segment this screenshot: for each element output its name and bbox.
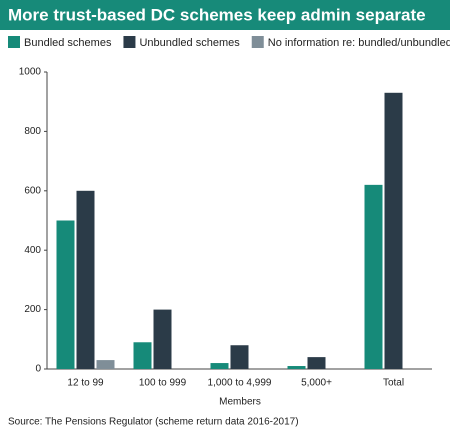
y-tick-label: 1000	[19, 67, 42, 78]
bar	[307, 357, 326, 369]
legend-label: Bundled schemes	[24, 37, 112, 49]
bar	[76, 190, 95, 369]
title-banner	[0, 0, 450, 30]
y-tick-label: 200	[24, 304, 41, 315]
legend-swatch	[8, 36, 20, 48]
y-tick-label: 400	[24, 245, 41, 256]
legend-swatch	[251, 36, 264, 48]
legend-label: Unbundled schemes	[139, 37, 240, 49]
x-tick-label: 1,000 to 4,999	[208, 378, 272, 389]
x-tick-label: Total	[383, 378, 404, 389]
x-tick-label: 100 to 999	[139, 378, 187, 389]
chart-title: More trust-based DC schemes keep admin s…	[8, 5, 426, 24]
bar	[153, 309, 172, 369]
bar	[210, 363, 229, 369]
y-tick-label: 600	[24, 185, 41, 196]
bar	[133, 342, 152, 369]
legend-label: No information re: bundled/unbundled	[268, 37, 450, 49]
x-tick-label: 12 to 99	[67, 378, 104, 389]
x-tick-label: 5,000+	[301, 378, 332, 389]
source: Source: The Pensions Regulator (scheme r…	[8, 417, 299, 428]
bar	[96, 360, 115, 369]
bar	[230, 345, 249, 369]
bar	[364, 184, 383, 369]
y-tick-label: 0	[35, 364, 41, 375]
y-tick-label: 800	[24, 126, 41, 137]
bar	[384, 92, 403, 369]
bar	[287, 366, 306, 369]
legend-swatch	[123, 36, 136, 48]
bar	[56, 220, 75, 369]
x-axis-label: Members	[219, 397, 261, 408]
